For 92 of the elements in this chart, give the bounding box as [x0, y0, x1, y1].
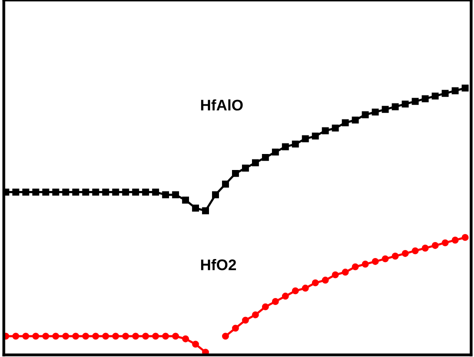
point	[342, 268, 349, 276]
point	[342, 119, 349, 126]
point	[262, 154, 269, 161]
point	[92, 188, 100, 196]
point	[362, 260, 369, 268]
point	[62, 332, 70, 340]
point	[272, 148, 279, 156]
point	[82, 332, 90, 340]
point	[282, 292, 289, 300]
point	[32, 188, 40, 196]
point	[302, 284, 309, 292]
point	[52, 332, 60, 340]
point	[422, 244, 429, 252]
point	[182, 196, 190, 204]
point	[432, 92, 439, 100]
point	[172, 191, 180, 198]
point	[322, 276, 329, 284]
point	[112, 332, 120, 340]
point	[42, 188, 50, 196]
point	[322, 127, 329, 134]
point	[372, 108, 379, 116]
point	[182, 335, 190, 342]
point	[392, 103, 399, 110]
point	[442, 90, 449, 97]
point	[452, 236, 459, 244]
point	[72, 332, 80, 340]
point	[32, 332, 40, 340]
point	[302, 135, 309, 142]
point	[232, 324, 239, 332]
point	[12, 332, 20, 340]
point	[362, 111, 369, 118]
point	[382, 106, 389, 113]
point	[152, 188, 160, 196]
point	[402, 250, 409, 257]
annotation: HfO2	[201, 259, 236, 270]
point	[332, 124, 339, 132]
point	[352, 263, 359, 270]
point	[292, 140, 299, 148]
point	[152, 332, 160, 340]
point	[222, 332, 229, 340]
point	[442, 239, 449, 246]
point	[412, 247, 419, 254]
point	[462, 84, 469, 92]
point	[132, 188, 140, 196]
point	[272, 298, 279, 305]
point	[232, 170, 239, 177]
point	[262, 303, 269, 310]
point	[412, 98, 419, 105]
point	[102, 332, 110, 340]
point	[282, 143, 289, 150]
point	[52, 188, 60, 196]
point	[372, 258, 379, 265]
point	[62, 188, 70, 196]
point	[142, 188, 150, 196]
point	[132, 332, 140, 340]
point	[422, 95, 429, 102]
point	[352, 116, 359, 124]
annotation: HfAlO	[201, 99, 243, 111]
point	[112, 188, 120, 196]
point	[142, 332, 150, 340]
point	[162, 191, 170, 198]
point	[402, 100, 409, 108]
point	[312, 132, 319, 140]
point	[172, 332, 180, 340]
point	[332, 271, 339, 278]
point	[202, 207, 209, 214]
point	[22, 188, 30, 196]
point	[312, 279, 319, 286]
point	[82, 188, 90, 196]
point	[252, 159, 259, 166]
point	[392, 252, 399, 260]
point	[42, 332, 50, 340]
point	[192, 204, 200, 212]
point	[222, 180, 229, 188]
point	[72, 188, 80, 196]
point	[162, 332, 170, 340]
point	[382, 255, 389, 262]
point	[252, 311, 259, 318]
point	[462, 234, 469, 241]
point	[242, 164, 249, 172]
point	[122, 332, 130, 340]
point	[12, 188, 20, 196]
point	[122, 188, 130, 196]
point	[432, 242, 439, 249]
point	[242, 316, 249, 324]
point	[192, 340, 200, 348]
point	[452, 87, 459, 94]
point	[102, 188, 110, 196]
point	[292, 287, 299, 294]
point	[22, 332, 30, 340]
point	[212, 191, 219, 198]
point	[92, 332, 100, 340]
